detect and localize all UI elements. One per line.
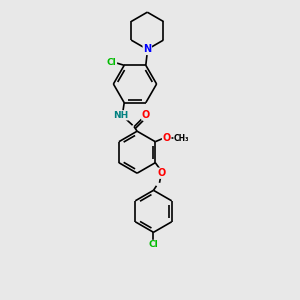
Text: O: O xyxy=(158,168,166,178)
Text: CH₃: CH₃ xyxy=(174,134,189,142)
Text: O: O xyxy=(163,133,171,143)
Text: N: N xyxy=(143,44,152,54)
Text: O: O xyxy=(142,110,150,120)
Text: NH: NH xyxy=(113,111,128,120)
Text: Cl: Cl xyxy=(148,240,158,249)
Text: Cl: Cl xyxy=(107,58,116,68)
